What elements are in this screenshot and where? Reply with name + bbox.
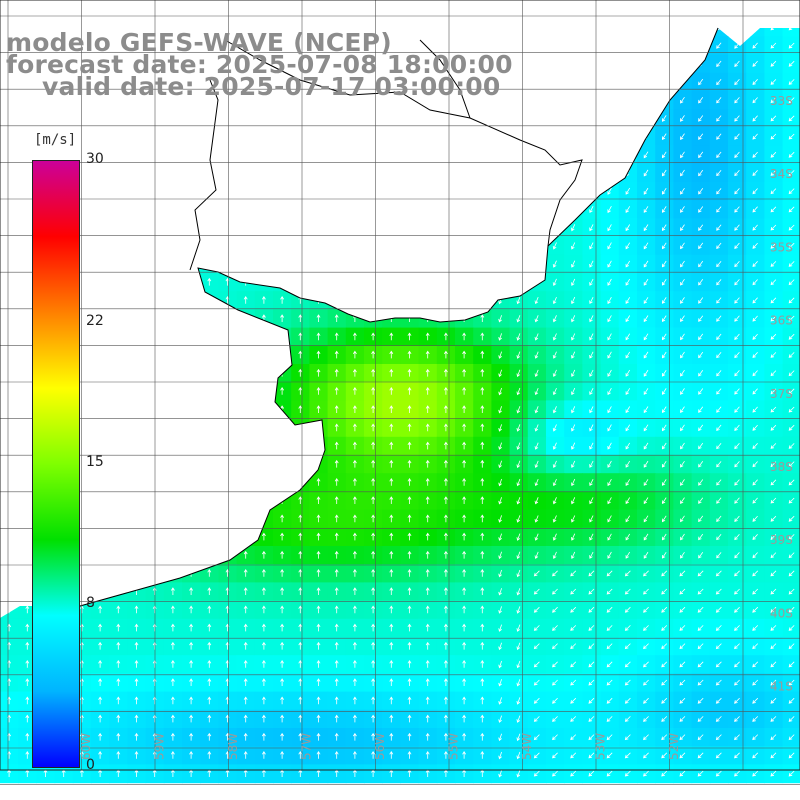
border-line [189, 39, 583, 271]
lon-label: 55W [447, 733, 461, 760]
lat-label: 39S [770, 533, 793, 547]
lat-label: 38S [770, 460, 793, 474]
colorbar-tick-label: 30 [86, 151, 104, 167]
lat-label: 34S [770, 167, 793, 181]
lon-label: 59W [153, 733, 167, 760]
lat-label: 37S [770, 387, 793, 401]
colorbar-unit: [m/s] [34, 132, 77, 148]
valid-date: valid date: 2025-07-17 03:00:00 [42, 72, 501, 101]
map-title: modelo GEFS-WAVE (NCEP) [6, 28, 392, 57]
lon-label: 52W [667, 733, 681, 760]
lat-label: 33S [770, 94, 793, 108]
lon-label: 58W [226, 733, 240, 760]
lat-label: 41S [770, 680, 793, 694]
colorbar-tick-label: 8 [86, 595, 95, 612]
coastline [79, 27, 719, 607]
forecast-date: forecast date: 2025-07-08 18:00:00 [6, 50, 513, 79]
lon-label: 56W [373, 733, 387, 760]
lon-label: 54W [520, 733, 534, 760]
colorbar-tick-label: 15 [86, 454, 104, 470]
lon-label: 53W [594, 733, 608, 760]
lon-label: 57W [300, 733, 314, 760]
colorbar-tick-label: 0 [86, 757, 95, 773]
colorbar-tick-label: 22 [86, 312, 104, 329]
lat-label: 35S [770, 240, 793, 254]
lon-label: 60W [79, 733, 93, 760]
colorbar [32, 160, 80, 768]
lat-label: 36S [770, 314, 793, 328]
lat-label: 40S [770, 606, 793, 620]
